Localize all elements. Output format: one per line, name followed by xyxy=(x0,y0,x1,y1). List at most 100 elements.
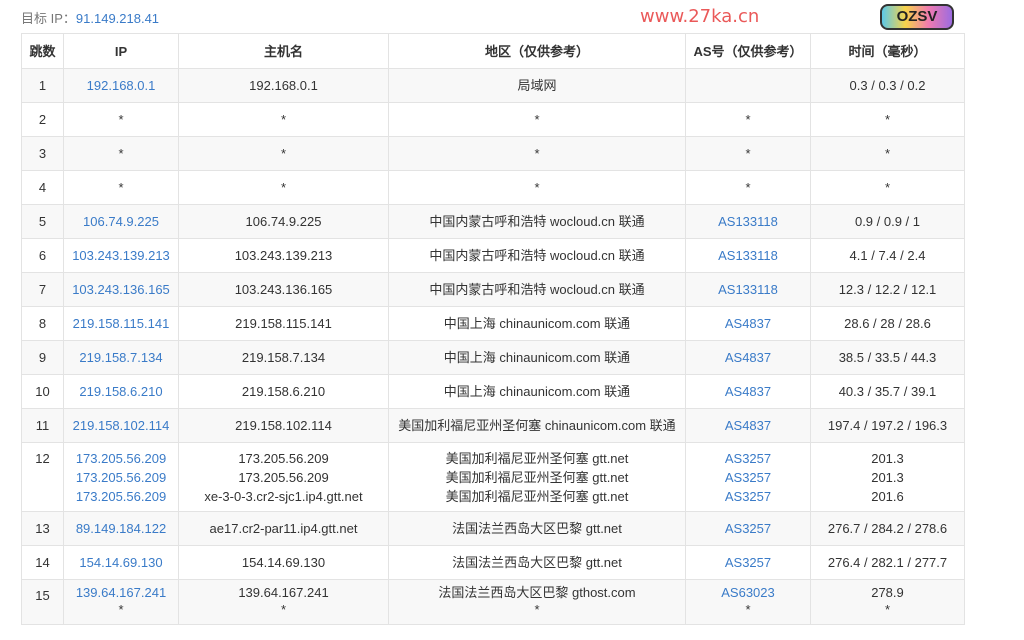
time-value: 40.3 / 35.7 / 39.1 xyxy=(838,384,937,399)
host-cell: 219.158.6.210 xyxy=(178,374,389,409)
ip-value[interactable]: 103.243.139.213 xyxy=(72,248,170,263)
ip-cell: 154.14.69.130 xyxy=(63,545,179,580)
as-value[interactable]: AS133118 xyxy=(718,248,778,263)
as-value[interactable]: AS4837 xyxy=(724,350,772,365)
as-cell: AS63023 * xyxy=(685,579,811,625)
ip-value: * xyxy=(118,146,124,161)
column-header: 跳数 xyxy=(21,33,64,69)
host-value: 219.158.7.134 xyxy=(241,350,326,365)
ip-value[interactable]: 219.158.102.114 xyxy=(72,418,170,433)
target-ip-label: 目标 IP：91.149.218.41 xyxy=(21,11,160,26)
time-value: 201.3 xyxy=(871,469,904,485)
time-value: * xyxy=(884,180,891,195)
time-cell: 0.3 / 0.3 / 0.2 xyxy=(810,68,965,103)
hop-cell: 2 xyxy=(21,102,64,137)
time-value: 4.1 / 7.4 / 2.4 xyxy=(849,248,926,263)
ip-value[interactable]: 89.149.184.122 xyxy=(75,521,167,536)
column-header: 时间（毫秒） xyxy=(810,33,965,69)
target-ip-link[interactable]: 91.149.218.41 xyxy=(75,11,160,26)
region-value: 中国上海 chinaunicom.com 联通 xyxy=(443,384,631,399)
ip-value[interactable]: 219.158.6.210 xyxy=(79,384,163,399)
hop-cell: 14 xyxy=(21,545,64,580)
as-cell: AS4837 xyxy=(685,306,811,341)
as-value[interactable]: AS3257 xyxy=(724,488,772,504)
time-cell: 278.9 * xyxy=(810,579,965,625)
region-cell: 法国法兰西岛大区巴黎 gthost.com * xyxy=(388,579,686,625)
as-cell: AS4837 xyxy=(685,340,811,375)
table-row: 14 154.14.69.130 154.14.69.130 法国法兰西岛大区巴黎 g… xyxy=(21,545,965,580)
host-cell: 219.158.102.114 xyxy=(178,408,389,443)
time-value: 201.6 xyxy=(871,488,904,504)
region-cell: * xyxy=(388,170,686,205)
as-value[interactable]: AS133118 xyxy=(718,214,778,229)
host-cell: * xyxy=(178,136,389,171)
ip-value: * xyxy=(118,180,124,195)
as-value[interactable]: AS4837 xyxy=(724,316,772,331)
as-value: * xyxy=(745,146,751,161)
table-row: 13 89.149.184.122 ae17.cr2-par11.ip4.gtt.n… xyxy=(21,511,965,546)
ip-value[interactable]: 103.243.136.165 xyxy=(72,282,170,297)
as-cell: AS3257 xyxy=(685,511,811,546)
hop-cell: 4 xyxy=(21,170,64,205)
sticker-logo: OZSV xyxy=(880,4,954,30)
table-row: 8 219.158.115.141 219.158.115.141 中国上海 chin… xyxy=(21,306,965,341)
as-value[interactable]: AS3257 xyxy=(724,469,772,485)
hop-cell: 6 xyxy=(21,238,64,273)
ip-value[interactable]: 106.74.9.225 xyxy=(83,214,159,229)
as-value[interactable]: AS63023 xyxy=(721,585,775,600)
ip-value[interactable]: 219.158.7.134 xyxy=(79,350,163,365)
host-value: 103.243.139.213 xyxy=(234,248,333,263)
as-cell: AS4837 xyxy=(685,408,811,443)
ip-cell: * xyxy=(63,170,179,205)
host-cell: 106.74.9.225 xyxy=(178,204,389,239)
host-value: 103.243.136.165 xyxy=(234,282,333,297)
region-value: 局域网 xyxy=(517,78,557,93)
hop-cell: 8 xyxy=(21,306,64,341)
time-value: 197.4 / 197.2 / 196.3 xyxy=(827,418,948,433)
ip-value[interactable]: 173.205.56.209 xyxy=(75,469,167,485)
table-row: 6 103.243.139.213 103.243.139.213 中国内蒙古呼和浩特… xyxy=(21,238,965,273)
ip-value[interactable]: 219.158.115.141 xyxy=(72,316,170,331)
ip-value[interactable]: 192.168.0.1 xyxy=(86,78,156,93)
ip-cell: 173.205.56.209 173.205.56.209 173.205.56.2… xyxy=(63,442,179,512)
time-cell: 40.3 / 35.7 / 39.1 xyxy=(810,374,965,409)
host-cell: * xyxy=(178,102,389,137)
table-row: 2 * * * * * xyxy=(21,102,965,137)
as-value[interactable]: AS3257 xyxy=(724,521,772,536)
ip-value[interactable]: 173.205.56.209 xyxy=(75,450,167,466)
as-value[interactable]: AS133118 xyxy=(718,282,778,297)
time-value: 38.5 / 33.5 / 44.3 xyxy=(838,350,937,365)
as-value: * xyxy=(745,180,751,195)
region-cell: * xyxy=(388,136,686,171)
host-cell: 173.205.56.209 173.205.56.209 xe-3-0-3.cr2… xyxy=(178,442,389,512)
as-value[interactable]: AS3257 xyxy=(724,450,772,466)
time-value: 276.4 / 282.1 / 277.7 xyxy=(827,555,948,570)
region-cell: 美国加利福尼亚州圣何塞 gtt.net 美国加利福尼亚州圣何塞 gtt.net 美国… xyxy=(388,442,686,512)
host-cell: ae17.cr2-par11.ip4.gtt.net xyxy=(178,511,389,546)
as-value[interactable]: AS3257 xyxy=(724,555,772,570)
host-cell: 219.158.115.141 xyxy=(178,306,389,341)
time-cell: 12.3 / 12.2 / 12.1 xyxy=(810,272,965,307)
ip-cell: 89.149.184.122 xyxy=(63,511,179,546)
as-cell: * xyxy=(685,136,811,171)
region-cell: 法国法兰西岛大区巴黎 gtt.net xyxy=(388,545,686,580)
region-value: * xyxy=(534,602,540,617)
host-value: 219.158.6.210 xyxy=(241,384,326,399)
region-value: 美国加利福尼亚州圣何塞 gtt.net xyxy=(445,469,629,485)
time-cell: 28.6 / 28 / 28.6 xyxy=(810,306,965,341)
region-cell: 法国法兰西岛大区巴黎 gtt.net xyxy=(388,511,686,546)
as-value[interactable]: AS4837 xyxy=(724,418,772,433)
ip-value[interactable]: 173.205.56.209 xyxy=(75,488,167,504)
ip-value[interactable]: 154.14.69.130 xyxy=(79,555,163,570)
region-value: 美国加利福尼亚州圣何塞 chinaunicom.com 联通 xyxy=(398,418,676,433)
as-cell: AS3257 AS3257 AS3257 xyxy=(685,442,811,512)
hop-cell: 9 xyxy=(21,340,64,375)
time-cell: 4.1 / 7.4 / 2.4 xyxy=(810,238,965,273)
time-cell: 0.9 / 0.9 / 1 xyxy=(810,204,965,239)
as-value[interactable]: AS4837 xyxy=(724,384,772,399)
hop-cell: 5 xyxy=(21,204,64,239)
ip-cell: 219.158.6.210 xyxy=(63,374,179,409)
hop-cell: 13 xyxy=(21,511,64,546)
region-value: 美国加利福尼亚州圣何塞 gtt.net xyxy=(445,450,629,466)
ip-value[interactable]: 139.64.167.241 xyxy=(75,585,167,600)
